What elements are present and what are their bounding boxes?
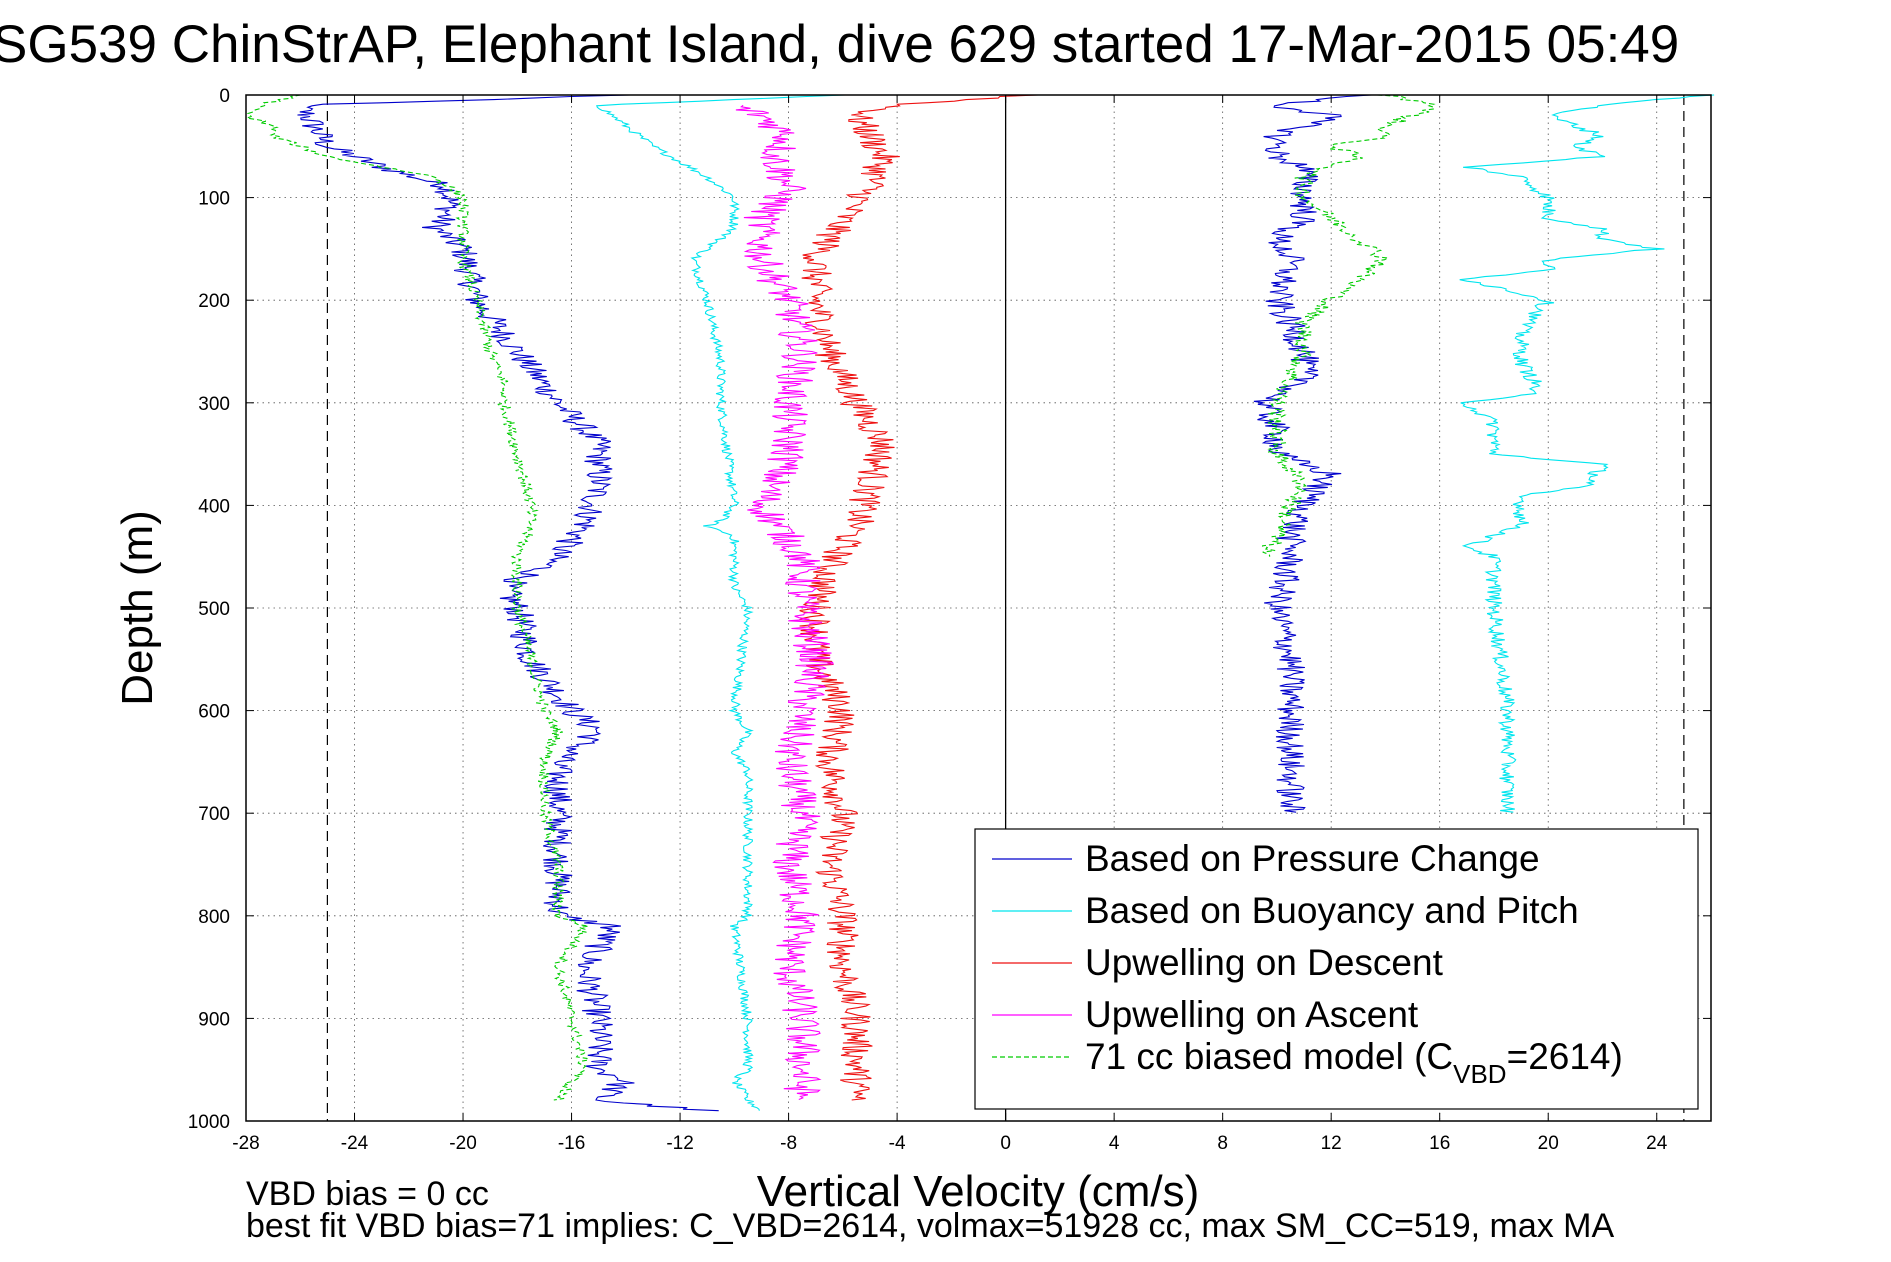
x-tick-label: -8 bbox=[780, 1133, 797, 1154]
grid bbox=[246, 95, 1711, 1121]
series-group bbox=[244, 94, 1715, 1112]
x-tick-label: 12 bbox=[1321, 1133, 1342, 1154]
y-tick-label: 400 bbox=[198, 496, 230, 517]
y-tick-label: 200 bbox=[198, 291, 230, 312]
series-line-1 bbox=[596, 94, 846, 1111]
x-axis-label: Vertical Velocity (cm/s) bbox=[757, 1167, 1200, 1216]
legend: Based on Pressure Change Based on Buoyanc… bbox=[974, 828, 1699, 1110]
x-tick-label: 0 bbox=[1000, 1133, 1011, 1154]
legend-label: Based on Pressure Change bbox=[1085, 838, 1540, 879]
legend-label: Upwelling on Ascent bbox=[1085, 994, 1419, 1035]
y-tick-label: 0 bbox=[219, 86, 230, 107]
legend-box bbox=[974, 828, 1699, 1110]
x-tick-label: -24 bbox=[341, 1133, 369, 1154]
series-line-4 bbox=[244, 94, 590, 1101]
y-tick-label: 1000 bbox=[188, 1112, 230, 1133]
y-tick-label: 700 bbox=[198, 804, 230, 825]
series-line-3 bbox=[735, 104, 834, 1101]
x-tick-label: -20 bbox=[449, 1133, 476, 1154]
series-line-2 bbox=[799, 94, 1039, 1101]
legend-label: Upwelling on Descent bbox=[1085, 942, 1444, 983]
y-tick-label: 900 bbox=[198, 1009, 230, 1030]
x-tick-label: -4 bbox=[889, 1133, 906, 1154]
series-line-0 bbox=[297, 94, 719, 1112]
x-tick-label: -16 bbox=[558, 1133, 585, 1154]
x-tick-label: -12 bbox=[666, 1133, 693, 1154]
y-tick-label: 500 bbox=[198, 599, 230, 620]
x-tick-label: 20 bbox=[1538, 1133, 1559, 1154]
y-tick-label: 300 bbox=[198, 394, 230, 415]
x-tick-label: -28 bbox=[232, 1133, 259, 1154]
footer-line-1: VBD bias = 0 cc bbox=[246, 1175, 489, 1213]
x-tick-label: 24 bbox=[1646, 1133, 1668, 1154]
series-line-6 bbox=[1459, 94, 1715, 813]
axis-ticks: -28 -24 -20 -16 -12 -8 -4 0 4 8 12 16 20 24 0 100 200 300… bbox=[188, 86, 1711, 1154]
x-tick-label: 4 bbox=[1109, 1133, 1120, 1154]
y-tick-label: 600 bbox=[198, 702, 230, 723]
y-tick-label: 100 bbox=[198, 189, 230, 210]
x-tick-label: 16 bbox=[1429, 1133, 1450, 1154]
footer-line-2: best fit VBD bias=71 implies: C_VBD=2614… bbox=[246, 1207, 1615, 1245]
x-tick-label: 8 bbox=[1217, 1133, 1228, 1154]
y-axis-label: Depth (m) bbox=[113, 510, 162, 706]
series-line-7 bbox=[1261, 94, 1436, 557]
y-tick-label: 800 bbox=[198, 907, 230, 928]
series-line-5 bbox=[1253, 94, 1372, 813]
legend-label: Based on Buoyancy and Pitch bbox=[1085, 890, 1579, 931]
chart-title: SG539 ChinStrAP, Elephant Island, dive 6… bbox=[0, 15, 1679, 74]
